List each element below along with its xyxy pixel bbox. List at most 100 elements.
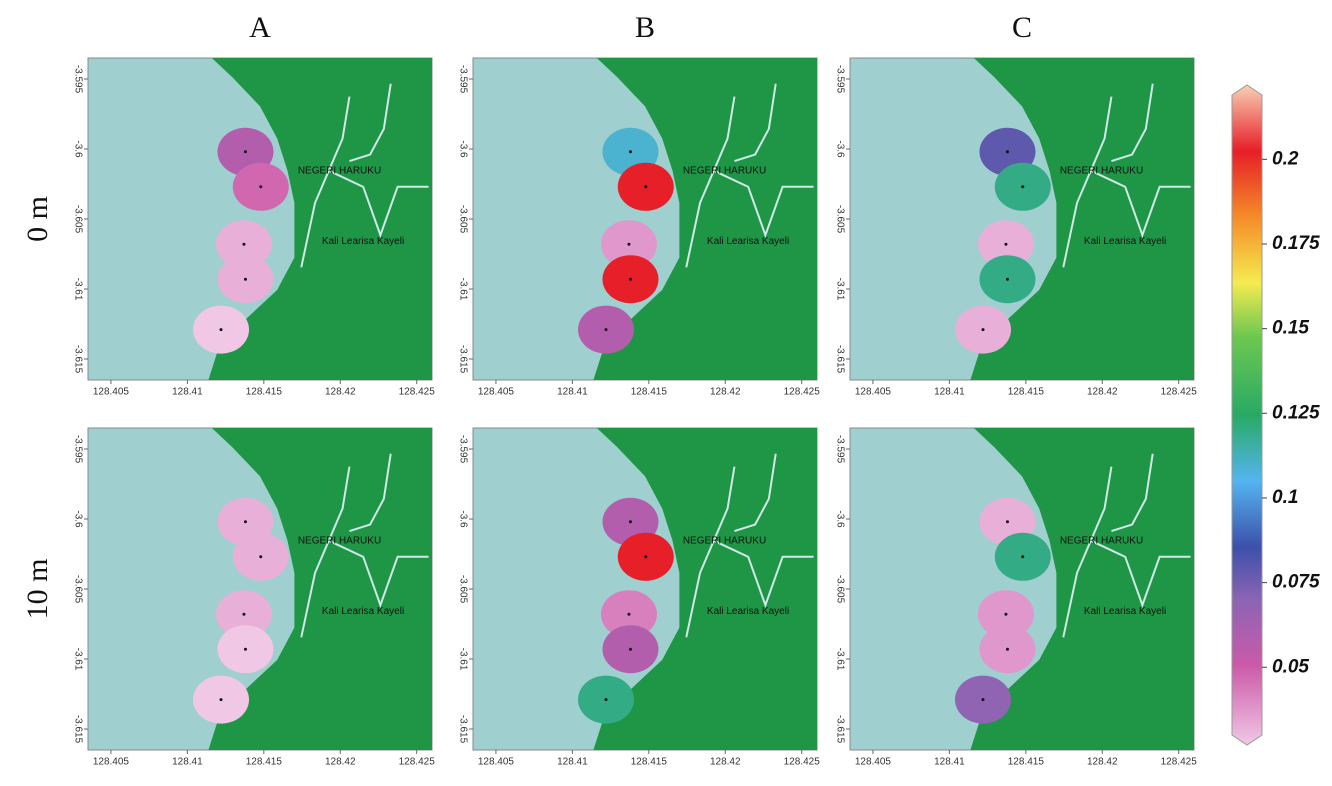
colorbar-tick-label: 0.175 — [1272, 233, 1320, 254]
column-label: C — [1012, 11, 1032, 44]
station — [243, 647, 247, 651]
y-tick-label: -3.615 — [457, 345, 468, 374]
y-tick-label: -3.6 — [834, 140, 845, 158]
y-tick-label: -3.605 — [457, 205, 468, 234]
place-label: NEGERI HARUKU — [683, 535, 766, 546]
y-tick-label: -3.605 — [834, 205, 845, 234]
x-tick-label: 128.415 — [246, 387, 283, 398]
river — [685, 466, 736, 638]
station — [627, 242, 631, 246]
river — [1090, 169, 1191, 239]
x-tick-label: 128.42 — [710, 757, 741, 768]
station — [219, 328, 223, 332]
y-tick-label: -3.605 — [72, 575, 83, 604]
river — [713, 169, 814, 239]
y-tick-label: -3.605 — [72, 205, 83, 234]
x-tick-label: 128.415 — [1008, 387, 1045, 398]
station — [259, 185, 263, 189]
river — [1111, 83, 1154, 162]
place-label: Kali Learisa Kayeli — [322, 606, 404, 617]
y-tick-label: -3.6 — [834, 510, 845, 528]
river — [713, 539, 814, 609]
colorbar-tick-label: 0.15 — [1272, 318, 1309, 339]
river — [1062, 96, 1113, 268]
map-panel: NEGERI HARUKU Kali Learisa Kayeli 128.405 1… — [457, 57, 821, 398]
colorbar-tick-label: 0.075 — [1272, 572, 1320, 593]
x-tick-label: 128.425 — [399, 387, 436, 398]
y-tick-label: -3.6 — [72, 140, 83, 158]
colorbar-tick-label: 0.125 — [1272, 402, 1320, 423]
station — [242, 612, 246, 616]
y-tick-label: -3.605 — [834, 575, 845, 604]
y-tick-label: -3.61 — [834, 648, 845, 671]
y-tick-label: -3.61 — [72, 648, 83, 671]
river — [300, 466, 351, 638]
y-tick-label: -3.61 — [72, 278, 83, 301]
y-tick-label: -3.595 — [72, 435, 83, 464]
place-label: NEGERI HARUKU — [683, 165, 766, 176]
station — [628, 150, 632, 154]
row-label: 10 m — [21, 559, 54, 620]
station — [628, 647, 632, 651]
map-panel: NEGERI HARUKU Kali Learisa Kayeli 128.405 1… — [457, 427, 821, 768]
x-tick-label: 128.425 — [1161, 387, 1198, 398]
map-panel: NEGERI HARUKU Kali Learisa Kayeli 128.405 1… — [834, 57, 1198, 398]
river — [1090, 539, 1191, 609]
station — [628, 520, 632, 524]
x-tick-label: 128.415 — [631, 757, 668, 768]
river — [1062, 466, 1113, 638]
station — [981, 698, 985, 702]
river — [349, 83, 392, 162]
x-tick-label: 128.41 — [934, 387, 965, 398]
station — [628, 277, 632, 281]
station — [259, 555, 263, 559]
x-tick-label: 128.41 — [557, 387, 588, 398]
y-tick-label: -3.6 — [72, 510, 83, 528]
x-tick-label: 128.41 — [557, 757, 588, 768]
x-tick-label: 128.415 — [1008, 757, 1045, 768]
place-label: Kali Learisa Kayeli — [1084, 606, 1166, 617]
river — [328, 539, 429, 609]
place-label: NEGERI HARUKU — [298, 165, 381, 176]
x-tick-label: 128.425 — [784, 387, 821, 398]
y-tick-label: -3.615 — [457, 715, 468, 744]
y-tick-label: -3.605 — [457, 575, 468, 604]
y-tick-label: -3.61 — [834, 278, 845, 301]
station — [243, 277, 247, 281]
colorbar-tick-label: 0.05 — [1272, 656, 1309, 677]
y-tick-label: -3.61 — [457, 648, 468, 671]
x-tick-label: 128.425 — [784, 757, 821, 768]
x-tick-label: 128.405 — [93, 757, 130, 768]
station — [644, 185, 648, 189]
x-tick-label: 128.42 — [1087, 757, 1118, 768]
place-label: Kali Learisa Kayeli — [1084, 236, 1166, 247]
place-label: NEGERI HARUKU — [1060, 535, 1143, 546]
station — [981, 328, 985, 332]
colorbar — [1231, 84, 1263, 746]
river — [1111, 453, 1154, 532]
column-label: A — [249, 11, 271, 44]
y-tick-label: -3.615 — [72, 345, 83, 374]
station — [1004, 242, 1008, 246]
x-tick-label: 128.41 — [172, 387, 203, 398]
land — [970, 428, 1194, 750]
station — [1021, 555, 1025, 559]
place-label: NEGERI HARUKU — [1060, 165, 1143, 176]
y-tick-label: -3.61 — [457, 278, 468, 301]
x-tick-label: 128.42 — [1087, 387, 1118, 398]
river — [685, 96, 736, 268]
land — [593, 428, 817, 750]
y-tick-label: -3.6 — [457, 510, 468, 528]
station — [1021, 185, 1025, 189]
station — [627, 612, 631, 616]
map-panel: NEGERI HARUKU Kali Learisa Kayeli 128.405 1… — [72, 57, 436, 398]
station — [604, 698, 608, 702]
x-tick-label: 128.405 — [855, 387, 892, 398]
land — [970, 58, 1194, 380]
x-tick-label: 128.42 — [325, 387, 356, 398]
x-tick-label: 128.41 — [172, 757, 203, 768]
river — [300, 96, 351, 268]
map-panel: NEGERI HARUKU Kali Learisa Kayeli 128.405 1… — [834, 427, 1197, 768]
x-tick-label: 128.405 — [93, 387, 130, 398]
